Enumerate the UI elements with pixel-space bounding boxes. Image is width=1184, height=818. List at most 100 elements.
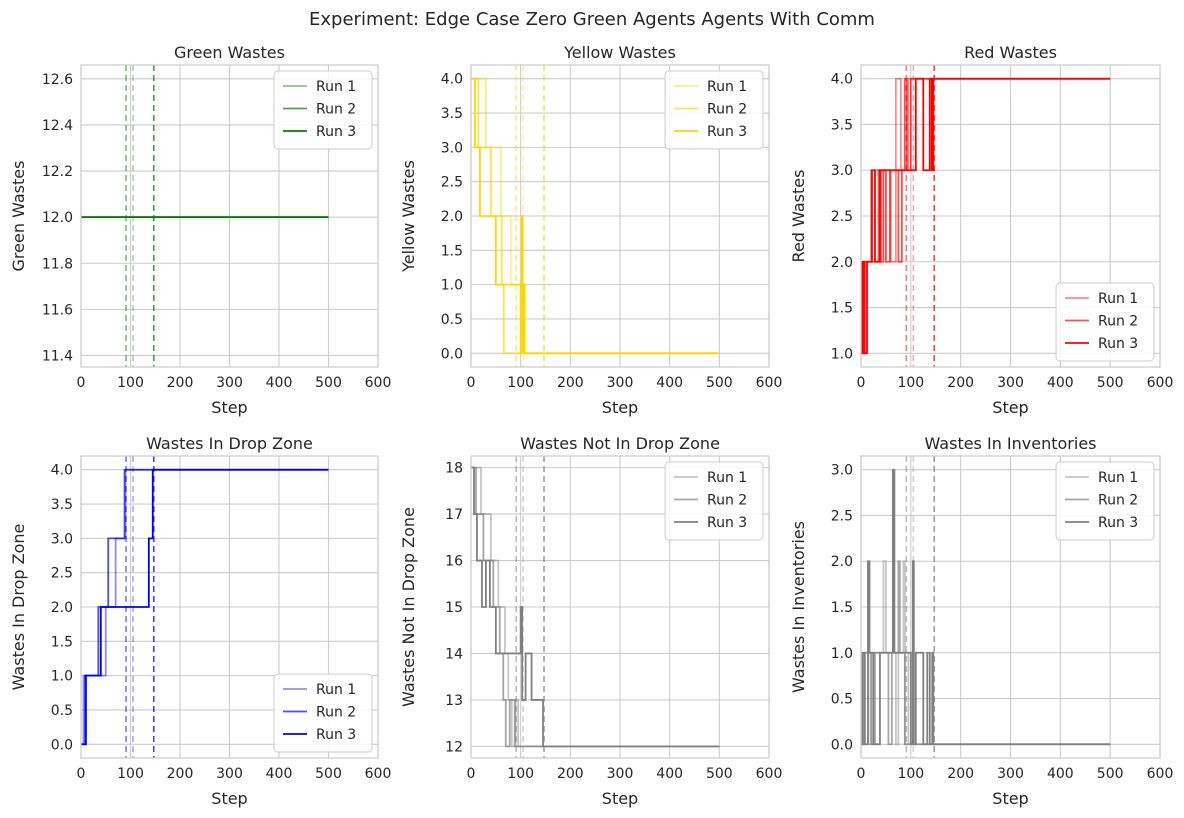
- chart-panel-1: 0 100 200 300 400 500 600 11.4 11.6 11.8 12.0 12.2 1…: [9, 43, 391, 417]
- x-tick-label: 0: [857, 766, 866, 782]
- y-tick-label: 3.5: [441, 106, 463, 122]
- x-tick-label: 500: [315, 375, 342, 391]
- legend-label: Run 3: [316, 124, 356, 140]
- y-tick-label: 11.6: [42, 302, 73, 318]
- x-tick-label: 100: [897, 375, 924, 391]
- legend-label: Run 1: [1098, 291, 1138, 307]
- plot-frame: [80, 455, 379, 759]
- series-line-run-3: [471, 77, 720, 355]
- x-tick-label: 600: [756, 766, 783, 782]
- x-tick-label: 300: [607, 375, 634, 391]
- y-tick-label: 4.0: [441, 72, 463, 88]
- x-tick-label: 200: [947, 766, 974, 782]
- chart-panel-6: 0 100 200 300 400 500 600 0.0 0.5 1.0 1.5 2.0 2.5 3.0…: [789, 434, 1173, 808]
- x-tick-label: 400: [266, 375, 293, 391]
- y-tick-label: 12.6: [42, 72, 73, 88]
- x-axis-label: Step: [211, 398, 247, 417]
- x-tick-label: 300: [997, 766, 1024, 782]
- series-group: [471, 65, 720, 367]
- figure-title: Experiment: Edge Case Zero Green Agents …: [309, 9, 875, 30]
- plot-frame: [470, 64, 770, 368]
- y-tick-label: 1.5: [441, 243, 463, 259]
- legend-label: Run 2: [707, 493, 747, 509]
- x-tick-label: 100: [507, 766, 534, 782]
- series-group: [861, 65, 1111, 367]
- x-tick-label: 200: [947, 375, 974, 391]
- y-tick-label: 3.0: [831, 463, 853, 479]
- y-axis-label: Red Wastes: [789, 170, 808, 263]
- legend-label: Run 3: [707, 124, 747, 140]
- x-tick-label: 100: [117, 766, 144, 782]
- plot-frame: [860, 64, 1161, 368]
- y-tick-label: 0.0: [441, 346, 463, 362]
- legend-box: [1055, 461, 1155, 541]
- y-tick-label: 4.0: [831, 72, 853, 88]
- legend-box: [664, 461, 764, 541]
- series-line-run-3: [861, 468, 1111, 746]
- y-tick-label: 1.5: [831, 600, 853, 616]
- y-tick-label: 12.4: [42, 118, 73, 134]
- y-tick-label: 13: [445, 693, 463, 709]
- series-line-run-3: [861, 77, 1111, 355]
- x-axis-label: Step: [992, 398, 1028, 417]
- y-tick-label: 2.5: [441, 175, 463, 191]
- panel-title: Wastes Not In Drop Zone: [520, 434, 720, 453]
- x-tick-label: 300: [997, 375, 1024, 391]
- x-tick-label: 100: [507, 375, 534, 391]
- legend: Run 1 Run 2 Run 3: [273, 673, 373, 753]
- y-tick-label: 12.0: [42, 210, 73, 226]
- x-tick-label: 600: [365, 766, 392, 782]
- x-axis-label: Step: [602, 398, 638, 417]
- plot-frame: [860, 455, 1161, 759]
- y-tick-label: 2.0: [831, 554, 853, 570]
- legend-label: Run 1: [707, 79, 747, 95]
- y-tick-label: 2.5: [831, 508, 853, 524]
- y-tick-label: 3.5: [51, 497, 73, 513]
- y-tick-label: 2.5: [831, 209, 853, 225]
- y-tick-label: 3.0: [51, 531, 73, 547]
- x-tick-label: 600: [365, 375, 392, 391]
- panel-title: Green Wastes: [174, 43, 285, 62]
- y-tick-label: 0.5: [51, 703, 73, 719]
- x-tick-label: 300: [607, 766, 634, 782]
- y-tick-label: 1.0: [441, 278, 463, 294]
- y-tick-label: 0.0: [51, 737, 73, 753]
- legend: Run 1 Run 2 Run 3: [273, 70, 373, 150]
- legend-label: Run 1: [316, 682, 356, 698]
- series-group: [471, 456, 720, 758]
- y-tick-label: 3.0: [441, 140, 463, 156]
- x-tick-label: 300: [216, 766, 243, 782]
- x-tick-label: 500: [1097, 766, 1124, 782]
- legend-label: Run 2: [1098, 314, 1138, 330]
- legend-label: Run 2: [316, 102, 356, 118]
- x-tick-label: 400: [266, 766, 293, 782]
- legend: Run 1 Run 2 Run 3: [664, 70, 764, 150]
- legend-box: [664, 70, 764, 150]
- y-tick-label: 1.0: [831, 346, 853, 362]
- y-tick-label: 1.0: [831, 646, 853, 662]
- chart-panel-5: 0 100 200 300 400 500 600 12 13 14 15 16 17 18 Wastes …: [399, 434, 782, 808]
- panel-title: Red Wastes: [964, 43, 1057, 62]
- legend: Run 1 Run 2 Run 3: [1055, 282, 1155, 362]
- y-axis-label: Wastes In Inventories: [789, 521, 808, 693]
- panel-title: Wastes In Inventories: [925, 434, 1097, 453]
- x-tick-label: 600: [1147, 375, 1174, 391]
- legend-label: Run 2: [707, 102, 747, 118]
- x-tick-label: 0: [857, 375, 866, 391]
- y-tick-label: 18: [445, 461, 463, 477]
- y-tick-label: 1.5: [831, 301, 853, 317]
- y-tick-label: 0.5: [441, 312, 463, 328]
- x-tick-label: 100: [117, 375, 144, 391]
- x-axis-label: Step: [992, 789, 1028, 808]
- x-tick-label: 500: [1097, 375, 1124, 391]
- y-tick-label: 0.0: [831, 737, 853, 753]
- x-tick-label: 500: [706, 375, 733, 391]
- legend-box: [273, 673, 373, 753]
- y-tick-label: 1.0: [51, 669, 73, 685]
- x-tick-label: 500: [706, 766, 733, 782]
- series-group: [81, 65, 329, 367]
- y-axis-label: Wastes In Drop Zone: [9, 524, 28, 691]
- y-tick-label: 12.2: [42, 164, 73, 180]
- legend-label: Run 3: [316, 727, 356, 743]
